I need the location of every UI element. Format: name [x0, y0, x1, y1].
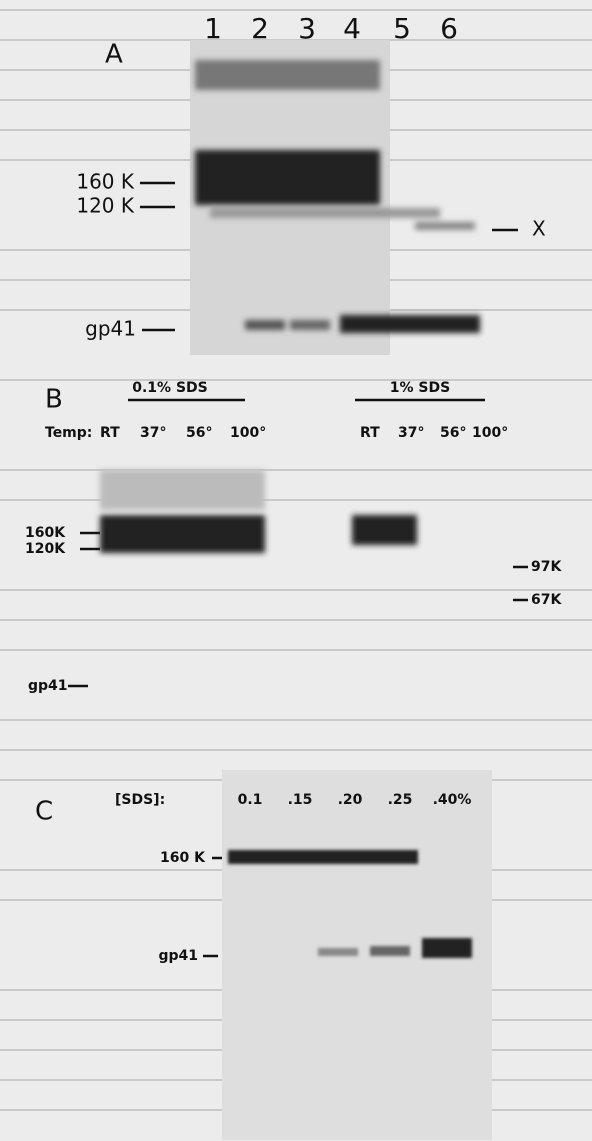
lane-number: 1: [204, 12, 222, 45]
temp: 37°: [140, 425, 166, 441]
temp: 56°: [186, 425, 212, 441]
marker-ticks: [68, 181, 528, 958]
marker-label: gp41: [28, 678, 68, 694]
temp: 56°: [440, 425, 466, 441]
concentration: 0.1: [238, 792, 263, 808]
marker-label: 120 K: [76, 194, 135, 218]
concentration: .20: [338, 792, 363, 808]
marker-label: 160 K: [160, 850, 206, 866]
size-marker: 97K: [531, 559, 562, 575]
lane-number: 2: [251, 12, 269, 45]
temp: RT: [100, 425, 120, 441]
temp: 100°: [230, 425, 266, 441]
marker-label: 160 K: [76, 170, 135, 194]
bands-a: [195, 60, 480, 333]
panel-label: C: [35, 797, 53, 827]
bands-b: [100, 470, 417, 553]
panel-label: B: [45, 385, 63, 415]
marker-label: gp41: [158, 948, 198, 964]
sds-label: [SDS]:: [115, 792, 165, 808]
temp: 100°: [472, 425, 508, 441]
group-label: 1% SDS: [390, 380, 450, 396]
marker-label: gp41: [85, 317, 136, 341]
lane-number: 6: [440, 12, 458, 45]
marker-label: 120K: [25, 541, 66, 557]
bands-c: [228, 850, 472, 958]
lane-number: 3: [298, 12, 316, 45]
lane-number: 5: [393, 12, 411, 45]
temp: 37°: [398, 425, 424, 441]
marker-label: 160K: [25, 525, 66, 541]
concentration: .15: [288, 792, 313, 808]
concentration: .40%: [433, 792, 472, 808]
concentration: .25: [388, 792, 413, 808]
band-label: X: [532, 217, 546, 241]
lane-number: 4: [343, 12, 361, 45]
size-marker: 67K: [531, 592, 562, 608]
temp-label: Temp:: [45, 425, 92, 441]
group-label: 0.1% SDS: [132, 380, 208, 396]
temp: RT: [360, 425, 380, 441]
panel-label: A: [105, 40, 123, 70]
